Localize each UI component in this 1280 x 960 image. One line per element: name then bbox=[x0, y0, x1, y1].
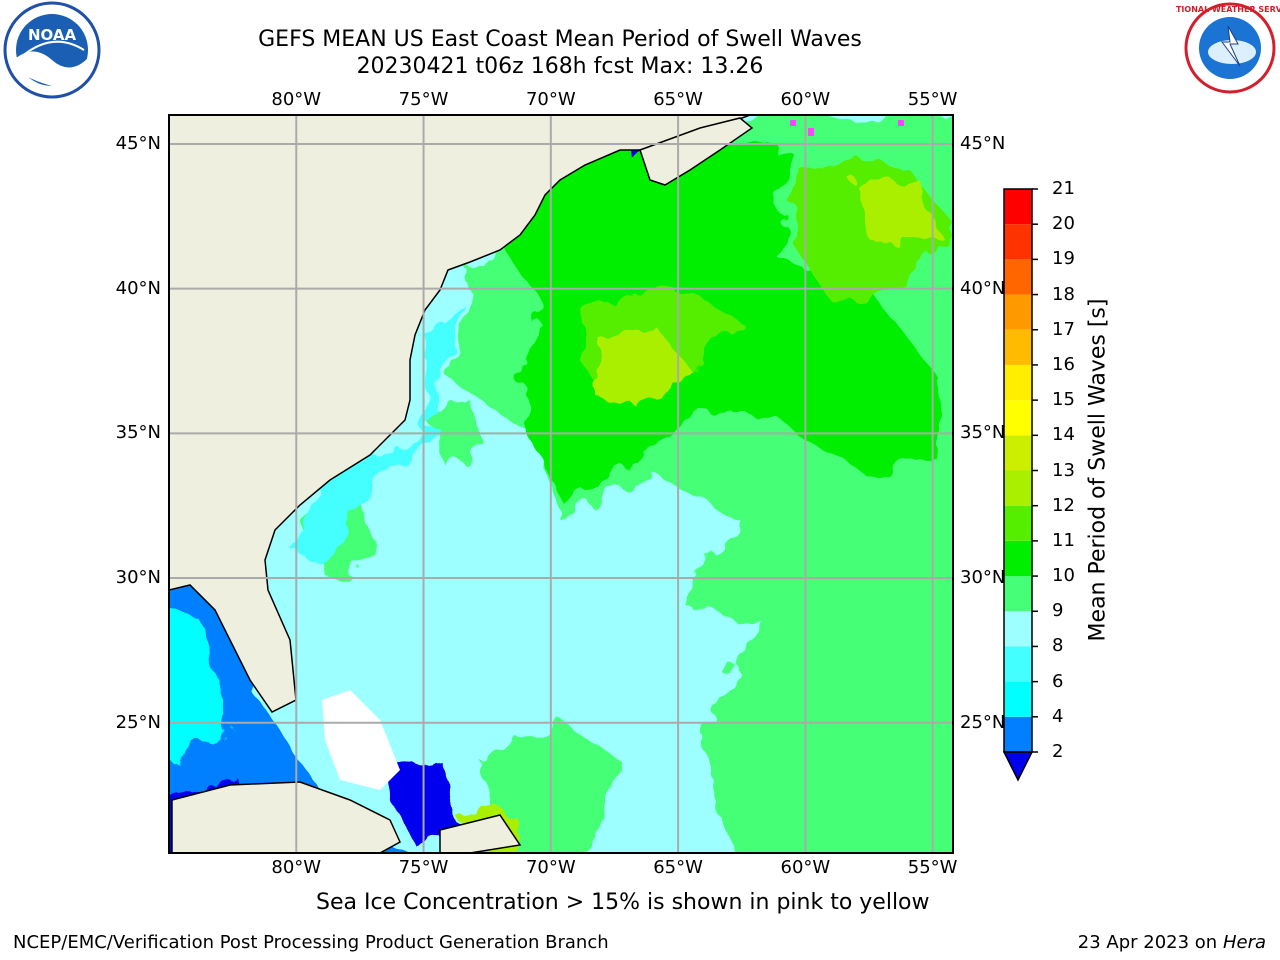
nova-scotia-landmass bbox=[639, 117, 754, 186]
noaa-logo-icon: NOAA bbox=[0, 0, 104, 104]
sea-ice-footnote: Sea Ice Concentration > 15% is shown in … bbox=[316, 890, 930, 915]
colorbar-bin-11 bbox=[1004, 329, 1032, 365]
colorbar-bin-7 bbox=[1004, 470, 1032, 506]
svg-text:NOAA: NOAA bbox=[28, 26, 77, 44]
chart-title: GEFS MEAN US East Coast Mean Period of S… bbox=[258, 27, 862, 52]
colorbar-tick-14: 19 bbox=[1052, 248, 1075, 270]
lat-tick-right-1: 40°N bbox=[960, 277, 1006, 299]
hispaniola-landmass bbox=[439, 814, 522, 853]
colorbar-tick-15: 20 bbox=[1052, 213, 1075, 235]
colorbar-bin-9 bbox=[1004, 400, 1032, 436]
lon-tick-bot-3: 65°W bbox=[653, 857, 703, 878]
graticule bbox=[169, 115, 953, 853]
florida-bay-white bbox=[322, 690, 400, 790]
date-text: 23 Apr 2023 on bbox=[1077, 932, 1218, 953]
colorbar-bin-14 bbox=[1004, 224, 1032, 260]
lon-tick-bot-2: 70°W bbox=[525, 857, 576, 878]
colorbar-tick-2: 6 bbox=[1052, 670, 1064, 692]
lon-tick-top-2: 70°W bbox=[525, 89, 576, 110]
colorbar-tick-0: 2 bbox=[1052, 741, 1064, 762]
nws-logo-icon: NATIONAL WEATHER SERVICE bbox=[1164, 0, 1280, 100]
north-america-landmass bbox=[169, 115, 751, 713]
colorbar-tick-16: 21 bbox=[1052, 178, 1075, 199]
lat-tick-right-2: 35°N bbox=[960, 422, 1006, 444]
colorbar-tick-13: 18 bbox=[1052, 283, 1075, 305]
lon-tick-bot-4: 60°W bbox=[780, 857, 831, 878]
lon-tick-top-5: 55°W bbox=[907, 89, 958, 110]
machine-name: Hera bbox=[1222, 932, 1266, 953]
colorbar-bin-10 bbox=[1004, 364, 1032, 401]
colorbar-tick-3: 8 bbox=[1052, 635, 1064, 657]
lat-tick-right-0: 45°N bbox=[960, 132, 1006, 154]
colorbar-tick-6: 11 bbox=[1052, 529, 1075, 551]
colorbar-tick-10: 15 bbox=[1052, 389, 1075, 411]
credit-line: NCEP/EMC/Verification Post Processing Pr… bbox=[13, 932, 609, 953]
colorbar-bin-1 bbox=[1004, 681, 1032, 717]
colorbar-tick-5: 10 bbox=[1052, 565, 1075, 587]
colorbar bbox=[1002, 188, 1038, 782]
colorbar-tick-12: 17 bbox=[1052, 318, 1075, 340]
lon-tick-bot-5: 55°W bbox=[907, 857, 958, 878]
colorbar-tick-8: 13 bbox=[1052, 459, 1075, 481]
lat-tick-left-4: 25°N bbox=[115, 711, 161, 733]
colorbar-tick-4: 9 bbox=[1052, 600, 1064, 622]
lon-tick-bot-1: 75°W bbox=[398, 857, 449, 878]
colorbar-bin-8 bbox=[1004, 435, 1032, 471]
lat-tick-right-3: 30°N bbox=[960, 567, 1006, 589]
lat-tick-left-3: 30°N bbox=[115, 567, 161, 589]
lat-tick-left-1: 40°N bbox=[115, 277, 161, 299]
colorbar-bin-6 bbox=[1004, 505, 1032, 541]
colorbar-bin-2 bbox=[1004, 646, 1032, 682]
lat-tick-right-4: 25°N bbox=[960, 711, 1006, 733]
colorbar-tick-7: 12 bbox=[1052, 494, 1075, 516]
lat-tick-left-0: 45°N bbox=[115, 132, 161, 154]
colorbar-bin-3 bbox=[1004, 611, 1032, 647]
lat-tick-left-2: 35°N bbox=[115, 422, 161, 444]
lon-tick-bot-0: 80°W bbox=[271, 857, 322, 878]
colorbar-tick-11: 16 bbox=[1052, 353, 1075, 375]
colorbar-bin-15 bbox=[1004, 189, 1032, 225]
svg-text:NATIONAL WEATHER SERVICE: NATIONAL WEATHER SERVICE bbox=[1176, 5, 1280, 14]
colorbar-bin-12 bbox=[1004, 294, 1032, 330]
colorbar-bin-5 bbox=[1004, 540, 1032, 577]
colorbar-label: Mean Period of Swell Waves [s] bbox=[1085, 298, 1111, 642]
colorbar-tick-9: 14 bbox=[1052, 424, 1075, 446]
colorbar-bin-13 bbox=[1004, 259, 1032, 295]
cuba-landmass bbox=[171, 781, 401, 853]
lon-tick-top-3: 65°W bbox=[653, 89, 703, 110]
colorbar-extend-min bbox=[1002, 751, 1034, 782]
colorbar-bin-4 bbox=[1004, 576, 1032, 612]
map-frame bbox=[168, 114, 954, 854]
chart-subtitle: 20230421 t06z 168h fcst Max: 13.26 bbox=[356, 54, 764, 79]
lon-tick-top-4: 60°W bbox=[780, 89, 831, 110]
colorbar-tick-1: 4 bbox=[1052, 705, 1064, 727]
colorbar-bin-0 bbox=[1004, 716, 1032, 752]
lon-tick-top-1: 75°W bbox=[398, 89, 449, 110]
lon-tick-top-0: 80°W bbox=[271, 89, 322, 110]
date-line: 23 Apr 2023 on Hera bbox=[1078, 932, 1266, 953]
